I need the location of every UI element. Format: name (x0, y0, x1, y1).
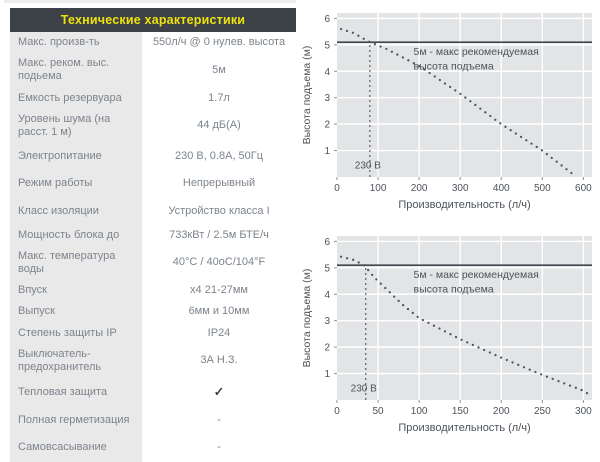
spec-value: 40°C / 40oC/104°F (142, 245, 296, 281)
spec-value: 5м (142, 53, 296, 88)
table-row: Макс. температура воды 40°C / 40oC/104°F (10, 245, 296, 281)
table-row: Выпуск 6мм и 10мм (10, 301, 296, 323)
table-row: Емкость резервуара 1.7л (10, 87, 296, 109)
svg-text:1: 1 (324, 146, 330, 157)
spec-label: Выпуск (10, 301, 142, 323)
svg-text:6: 6 (324, 237, 330, 248)
spec-label: Мощность блока до (10, 224, 142, 246)
svg-text:100: 100 (411, 406, 428, 417)
spec-label: Выключатель-предохранитель (10, 343, 142, 379)
chart-canvas: 0 100 200 300 400 500 600 1 2 3 4 5 6 5м - макс реком… (301, 13, 592, 211)
spec-label: Электропитание (10, 143, 142, 171)
spec-value: - (142, 407, 296, 435)
svg-text:200: 200 (411, 183, 428, 194)
spec-label: Макс. произв-ть (10, 32, 142, 54)
svg-text:Производительность (л/ч): Производительность (л/ч) (398, 199, 530, 211)
svg-text:Производительность (л/ч): Производительность (л/ч) (398, 422, 530, 434)
svg-text:6: 6 (324, 14, 330, 25)
svg-text:100: 100 (370, 183, 387, 194)
svg-text:230 В: 230 В (351, 384, 377, 395)
svg-text:3: 3 (324, 93, 330, 104)
spec-value: 44 дБ(А) (142, 108, 296, 144)
pump-performance-chart-230v-600lph: 0 100 200 300 400 500 600 1 2 3 4 5 6 5м - макс реком… (301, 6, 600, 216)
spec-value: Устройство класса I (142, 197, 296, 225)
table-row: Мощность блока до 733кВт / 2.5м БТЕ/ч (10, 224, 296, 246)
table-row: Полная герметизация - (10, 407, 296, 435)
spec-label: Тепловая защита (10, 378, 142, 408)
page-top-rule (4, 0, 296, 3)
table-row: Впуск x4 21-27мм (10, 280, 296, 302)
table-row: Тепловая защита ✓ (10, 378, 296, 408)
svg-text:2: 2 (324, 343, 330, 354)
svg-text:600: 600 (575, 183, 592, 194)
spec-label: Макс. температура воды (10, 245, 142, 281)
table-row: Самовсасывание - (10, 434, 296, 462)
svg-text:250: 250 (534, 406, 551, 417)
spec-label: Уровень шума (на расст. 1 м) (10, 108, 142, 144)
svg-text:230 В: 230 В (355, 161, 381, 172)
table-title: Технические характеристики (10, 8, 296, 32)
technical-specs-table: Технические характеристики Макс. произв-… (10, 8, 296, 462)
table-row: Класс изоляции Устройство класса I (10, 197, 296, 225)
spec-value: 1.7л (142, 87, 296, 109)
svg-text:4: 4 (324, 290, 330, 301)
table-row: Режим работы Непрерывный (10, 170, 296, 198)
checkmark-icon: ✓ (142, 378, 296, 408)
svg-text:3: 3 (324, 316, 330, 327)
spec-label: Полная герметизация (10, 407, 142, 435)
spec-label: Степень защиты IP (10, 322, 142, 344)
spec-value: 230 В, 0.8А, 50Гц (142, 143, 296, 171)
svg-text:1: 1 (324, 369, 330, 380)
spec-label: Режим работы (10, 170, 142, 198)
spec-value: 550л/ч @ 0 нулев. высота (142, 32, 296, 54)
table-row: Электропитание 230 В, 0.8А, 50Гц (10, 143, 296, 171)
table-row: Макс. произв-ть 550л/ч @ 0 нулев. высота (10, 32, 296, 54)
svg-text:300: 300 (575, 406, 592, 417)
table-row: Выключатель-предохранитель 3А Н.З. (10, 343, 296, 379)
svg-text:высота подъема: высота подъема (414, 61, 494, 73)
spec-label: Макс. реком. выс. подьема (10, 53, 142, 88)
table-row: Степень защиты IP IP24 (10, 322, 296, 344)
svg-text:400: 400 (493, 183, 510, 194)
spec-label: Самовсасывание (10, 434, 142, 462)
spec-value: 3А Н.З. (142, 343, 296, 379)
svg-text:150: 150 (452, 406, 469, 417)
table-row: Уровень шума (на расст. 1 м) 44 дБ(А) (10, 108, 296, 144)
spec-value: Непрерывный (142, 170, 296, 198)
table-row: Макс. реком. выс. подьема 5м (10, 53, 296, 88)
spec-label: Емкость резервуара (10, 87, 142, 109)
spec-value: IP24 (142, 322, 296, 344)
svg-text:0: 0 (334, 406, 340, 417)
svg-text:500: 500 (534, 183, 551, 194)
svg-text:200: 200 (493, 406, 510, 417)
chart-canvas: 0 50 100 150 200 250 300 1 2 3 4 5 6 5м - макс рекоме… (301, 236, 592, 434)
svg-text:5м - макс рекомендуемая: 5м - макс рекомендуемая (414, 46, 539, 58)
spec-label: Впуск (10, 280, 142, 302)
spec-value: 733кВт / 2.5м БТЕ/ч (142, 224, 296, 246)
spec-label: Класс изоляции (10, 197, 142, 225)
svg-text:Высота подъема (м): Высота подъема (м) (301, 46, 313, 145)
svg-text:5: 5 (324, 263, 330, 274)
svg-text:50: 50 (373, 406, 385, 417)
svg-text:высота подъема: высота подъема (414, 284, 494, 296)
svg-text:5м - макс рекомендуемая: 5м - макс рекомендуемая (414, 269, 539, 281)
svg-text:300: 300 (452, 183, 469, 194)
svg-text:0: 0 (334, 183, 340, 194)
svg-text:5: 5 (324, 40, 330, 51)
svg-text:Высота подъема (м): Высота подъема (м) (301, 269, 313, 368)
spec-value: 6мм и 10мм (142, 301, 296, 323)
spec-value: - (142, 434, 296, 462)
spec-value: x4 21-27мм (142, 280, 296, 302)
svg-text:4: 4 (324, 67, 330, 78)
pump-performance-chart-230v-300lph: 0 50 100 150 200 250 300 1 2 3 4 5 6 5м - макс рекоме… (301, 229, 600, 439)
svg-text:2: 2 (324, 120, 330, 131)
